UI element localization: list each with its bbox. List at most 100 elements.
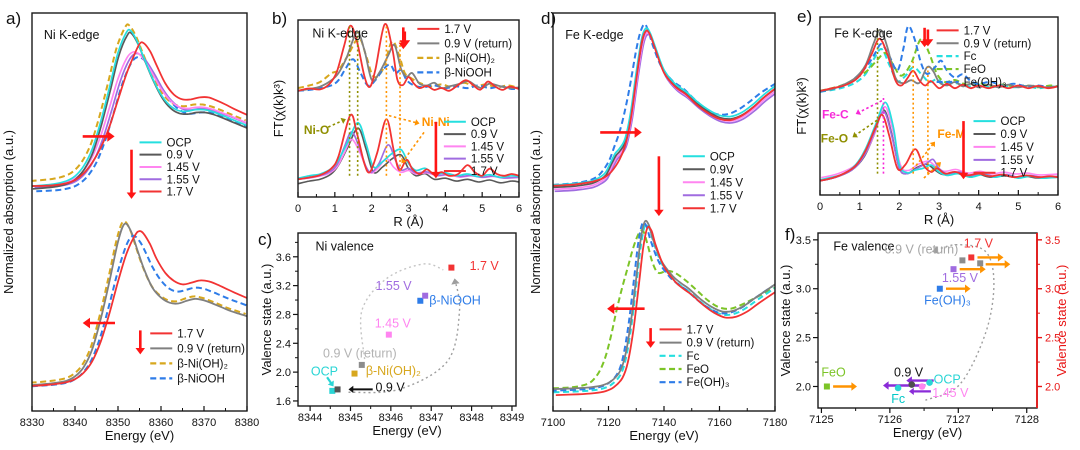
arrow-head [348, 385, 354, 393]
trend-path [348, 278, 461, 394]
arrow-head [929, 141, 935, 148]
arrow-head [634, 127, 642, 138]
legend-label: OCP [471, 117, 496, 129]
series-0.9V-top [553, 29, 775, 189]
legend-label: 1.7 V [1001, 168, 1028, 180]
annotation-label: Fe K-edge [565, 28, 623, 42]
annotation-label: Ni-O [304, 123, 329, 137]
y-right-tick-label: 3.0 [1045, 284, 1060, 296]
legend-label: 1.7 V [471, 166, 498, 178]
y-axis-title: Valence state (a.u.) [778, 265, 793, 377]
arrow [402, 131, 425, 162]
x-tick-label: 1 [857, 201, 863, 213]
legend-label: OCP [1001, 116, 1026, 128]
x-tick-label: 7160 [707, 417, 731, 429]
legend-label: 1.45 V [710, 177, 744, 189]
legend-trend-arrow-head [645, 341, 656, 348]
point-0.9V [908, 381, 916, 388]
annotation-label: 1.7 V [470, 259, 500, 273]
x-tick-label: 5 [479, 203, 485, 215]
annotation-label: OCP [311, 365, 338, 379]
panel-letter: d) [541, 9, 556, 28]
panel-letter: b) [272, 9, 287, 28]
y-tick-label: 3.2 [276, 281, 291, 293]
series-OCP-top [32, 28, 247, 187]
series-0.9V-return [298, 31, 519, 92]
point-Fc [894, 384, 902, 392]
annotation-label: Fe(OH)₃ [924, 293, 971, 307]
legend-label: OCP [710, 151, 735, 163]
annotation-label: 1.45 V [932, 386, 969, 400]
y-axis-title: FT(χ(k)k³) [794, 77, 809, 134]
trend-path [925, 243, 995, 401]
arrow [857, 99, 883, 114]
y-right-tick-label: 2.0 [1045, 381, 1060, 393]
legend-label: 1.45 V [1001, 142, 1035, 154]
x-tick-label: 7128 [1014, 414, 1038, 426]
y-tick-label: 2.4 [276, 338, 291, 350]
legend-label: FeO [687, 364, 709, 376]
y-tick-label: 3.5 [796, 235, 811, 247]
panel-d: 7100 7120 7140 7160 7180 Fe K-edge OCP0.9V1.45… [528, 9, 787, 443]
trend-path [359, 263, 444, 360]
trend-path-head [932, 246, 939, 255]
y-axis-title-right: Valence state (a.u.) [1054, 265, 1069, 377]
legend-trend-arrow-head [126, 192, 137, 199]
x-tick-label: 7180 [763, 417, 787, 429]
series-0.9V-return-bot [32, 222, 247, 386]
y-tick-label: 2.5 [796, 333, 811, 345]
legend-label: Fe(OH)₃ [687, 377, 730, 389]
annotation-label: Fe-M [937, 127, 965, 141]
y-axis-title: Normalized absorption (a.u.) [528, 130, 543, 294]
annotation-label: β-Ni(OH)₂ [366, 364, 421, 378]
x-tick-label: 7100 [541, 417, 565, 429]
legend-label: β-Ni(OH)₂ [177, 358, 228, 370]
series-0.9V-return-top [820, 28, 1058, 92]
annotation-label: Fe-C [822, 107, 849, 121]
arrow-head [340, 117, 346, 124]
series-FeOH3-bot [553, 221, 774, 392]
series-1.45V-top [554, 31, 775, 191]
series-OCP [298, 121, 519, 180]
series-FeOH3-top [553, 23, 775, 186]
x-tick-label: 4 [442, 203, 448, 215]
point-beta-NiOOH [417, 297, 424, 304]
annotation-label: 1.55 V [942, 271, 979, 285]
x-tick-label: 7120 [596, 417, 620, 429]
point-1.55V [950, 266, 957, 273]
arrow-head [82, 317, 90, 329]
annotation-label: Ni K-edge [44, 28, 100, 42]
x-axis-title: R (Å) [393, 214, 423, 229]
point-FeOH3 [936, 285, 943, 292]
x-tick-label: 8346 [379, 412, 403, 424]
annotation-label: OCP [934, 373, 961, 387]
x-tick-label: 1 [332, 203, 338, 215]
x-tick-label: 0 [295, 203, 301, 215]
x-tick-label: 6 [1055, 201, 1061, 213]
legend-trend-arrow-head [919, 40, 930, 48]
legend-trend-arrow-head [135, 348, 145, 355]
legend-label: 0.9 V (return) [444, 38, 512, 50]
series-1.7V-bot [555, 225, 775, 396]
x-tick-label: 2 [896, 201, 902, 213]
series-group [298, 22, 519, 185]
legend-label: 1.7 V [710, 203, 737, 215]
y-tick-label: 2.0 [276, 367, 291, 379]
x-tick-label: 8380 [235, 417, 259, 429]
point-1.45V [385, 331, 392, 338]
point-1.7V [968, 254, 975, 261]
legend-label: 0.9 V (return) [687, 338, 755, 350]
x-tick-label: 4 [976, 201, 982, 213]
legend-label: β-Ni(OH)₂ [444, 53, 495, 65]
legend-label: 0.9 V [1001, 129, 1028, 141]
series-1.55V-top [554, 33, 775, 193]
y-right-tick-label: 2.5 [1045, 333, 1060, 345]
arrow-head [855, 109, 862, 115]
point-1.55V [422, 292, 429, 299]
legend-label: 0.9 V (return) [177, 343, 245, 355]
arrow-head [909, 387, 914, 395]
legend-label: 1.55 V [471, 154, 505, 166]
